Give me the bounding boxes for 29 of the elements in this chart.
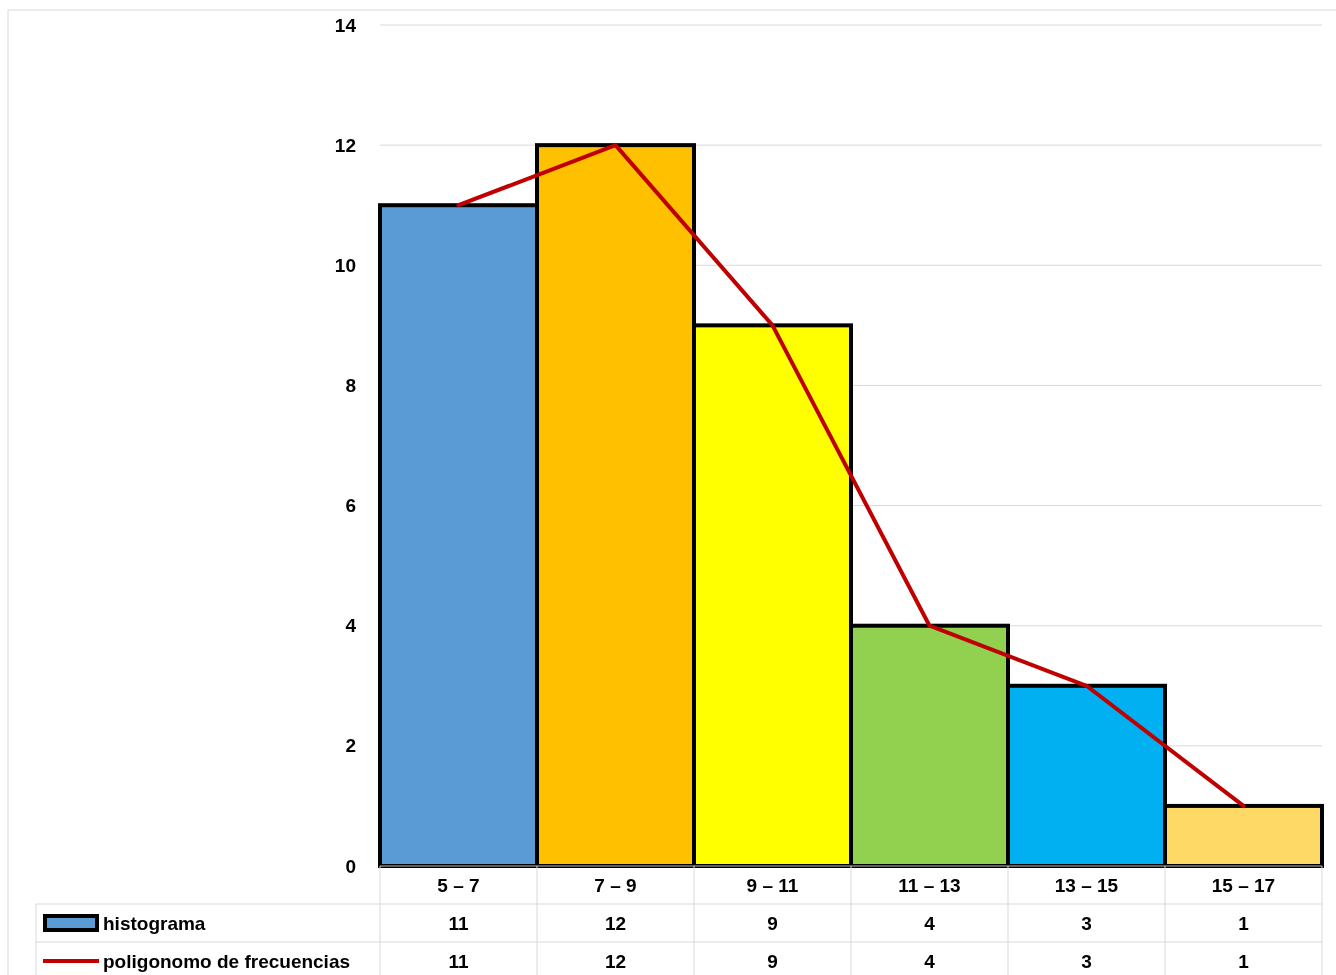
x-tick-label: 7 – 9: [594, 874, 637, 896]
y-tick-label: 14: [334, 14, 357, 36]
x-tick-label: 11 – 13: [898, 874, 961, 896]
data-label: 11: [448, 950, 469, 972]
data-label: 12: [604, 912, 627, 934]
y-tick-label: 2: [345, 735, 356, 757]
x-tick-label: 5 – 7: [437, 874, 480, 896]
data-label: 3: [1081, 912, 1092, 934]
data-label: 4: [924, 912, 936, 934]
y-tick-label: 8: [345, 374, 356, 396]
data-label: 9: [767, 912, 778, 934]
x-tick-label: 13 – 15: [1054, 874, 1119, 896]
legend-label: poligonomo de frecuencias: [103, 950, 351, 972]
data-label: 1: [1238, 950, 1250, 972]
y-tick-label: 12: [334, 134, 356, 156]
data-label: 3: [1081, 950, 1092, 972]
y-tick-label: 6: [345, 495, 356, 517]
x-tick-label: 15 – 17: [1211, 874, 1276, 896]
data-label: 4: [924, 950, 936, 972]
x-tick-label: 9 – 11: [746, 874, 799, 896]
line-series: [456, 143, 1246, 808]
legend-label: histograma: [103, 912, 206, 934]
y-tick-label: 10: [334, 254, 356, 276]
data-label: 9: [767, 950, 778, 972]
data-label: 11: [448, 912, 469, 934]
data-label: 12: [604, 950, 627, 972]
y-tick-label: 0: [345, 855, 356, 877]
data-label: 1: [1238, 912, 1250, 934]
y-tick-label: 4: [345, 615, 357, 637]
